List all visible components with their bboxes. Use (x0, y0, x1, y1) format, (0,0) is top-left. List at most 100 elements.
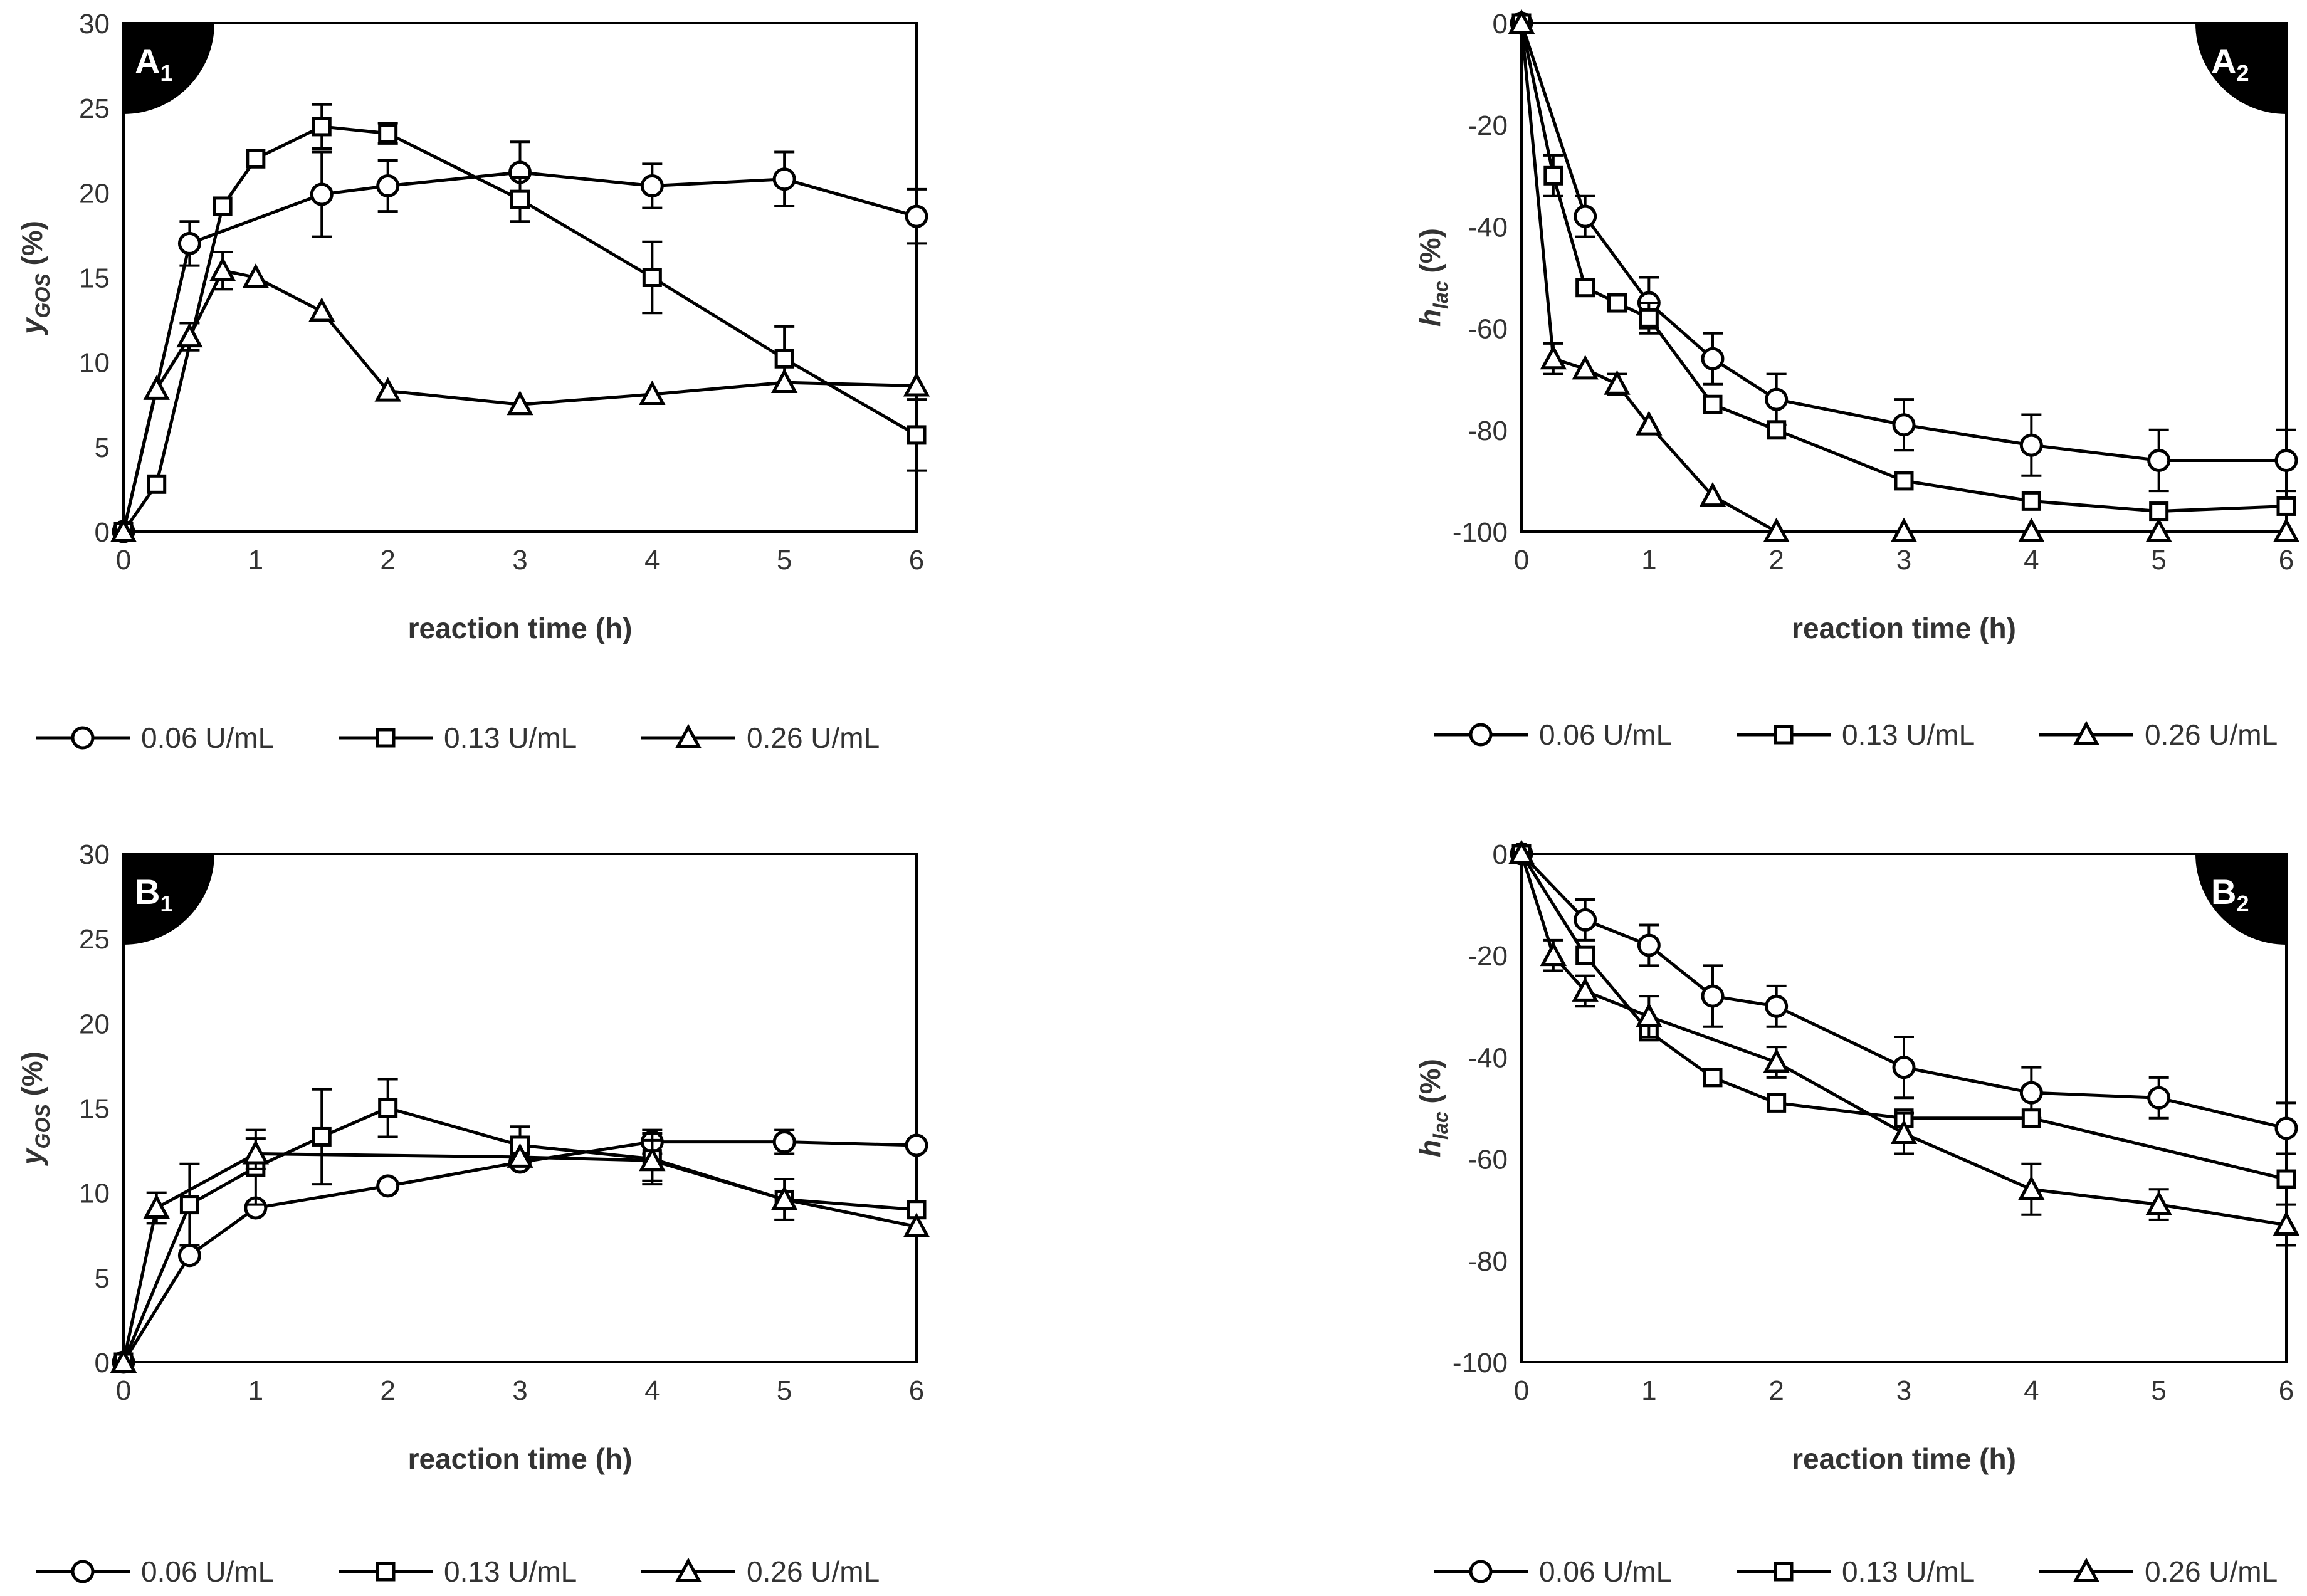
x-tick-label: 4 (644, 1375, 660, 1406)
data-point (1892, 1056, 1916, 1079)
panel-label: A2 (2211, 41, 2249, 86)
data-point (905, 204, 928, 228)
data-point (374, 377, 401, 402)
y-tick-label: 30 (79, 839, 110, 870)
y-axis-title-main: h (1414, 309, 1446, 327)
data-point (176, 322, 203, 348)
data-point (1701, 984, 1725, 1008)
series-line (122, 1140, 917, 1363)
legend-label: 0.13 U/mL (1842, 718, 1975, 751)
legend-marker (1469, 723, 1493, 747)
panel-label-sub: 1 (160, 891, 172, 916)
series-triangle (1508, 9, 2300, 542)
data-point (2273, 517, 2300, 542)
data-point (147, 474, 167, 494)
legend-label: 0.26 U/mL (747, 722, 880, 754)
data-point (308, 297, 335, 322)
legend-label: 0.26 U/mL (2145, 1555, 2278, 1588)
x-tick-label: 2 (380, 1375, 395, 1406)
y-tick-label: -20 (1468, 941, 1508, 972)
data-point (1701, 347, 1725, 370)
data-point (2145, 517, 2172, 542)
data-point (1607, 293, 1627, 313)
x-tick-label: 3 (1896, 1375, 1911, 1406)
panel-label-sub: 2 (2236, 60, 2249, 86)
legend-marker (2073, 1557, 2100, 1582)
y-tick-label: 25 (79, 924, 110, 955)
y-axis-title-main: h (1414, 1140, 1446, 1157)
data-point (376, 174, 400, 198)
data-point (770, 368, 798, 394)
y-tick-label: 15 (79, 1094, 110, 1125)
data-point (507, 1143, 533, 1168)
x-tick-label: 5 (777, 545, 792, 575)
data-point (242, 1140, 270, 1165)
legend-marker (1469, 1560, 1493, 1583)
panel-badge (123, 854, 214, 945)
data-point (110, 1348, 137, 1373)
data-point (1508, 9, 1535, 34)
x-axis-title: reaction time (h) (1792, 612, 2016, 644)
y-axis-title-unit: (%) (1414, 228, 1446, 281)
legend-marker (1774, 1562, 1794, 1582)
x-tick-label: 1 (248, 545, 263, 575)
panel-label-letter: A (2211, 41, 2236, 81)
data-point (1574, 204, 1597, 228)
legend: 0.06 U/mL 0.13 U/mL 0.26 U/mL (36, 1555, 880, 1588)
data-point (2019, 433, 2043, 457)
data-point (774, 349, 794, 369)
data-point (1540, 345, 1567, 370)
x-tick-label: 5 (2151, 1375, 2166, 1406)
series-circle (1510, 842, 2298, 1155)
data-point (1892, 413, 1916, 437)
x-tick-label: 3 (512, 1375, 527, 1406)
y-tick-label: -20 (1468, 110, 1508, 141)
data-point (312, 117, 332, 137)
data-point (770, 1185, 798, 1210)
data-point (1574, 908, 1597, 932)
y-axis-title: hlac (%) (1414, 1059, 1452, 1157)
data-point (2149, 501, 2169, 522)
data-point (903, 372, 930, 397)
data-point (1543, 165, 1563, 186)
x-tick-label: 6 (909, 545, 924, 575)
data-point (143, 375, 170, 400)
data-point (639, 380, 666, 405)
y-axis-title: yGOS (%) (16, 1051, 54, 1166)
data-point (907, 425, 927, 445)
y-axis-title-unit: (%) (1414, 1059, 1446, 1111)
data-point (1890, 1119, 1918, 1144)
panel-label-letter: B (135, 872, 160, 911)
data-point (772, 1130, 796, 1154)
series-line (122, 171, 917, 532)
x-tick-label: 3 (1896, 545, 1911, 575)
data-point (2147, 1086, 2171, 1110)
data-point (2274, 1116, 2298, 1140)
y-tick-label: -40 (1468, 1042, 1508, 1073)
panel-label: B2 (2211, 872, 2249, 916)
data-point (177, 231, 201, 255)
y-tick-label: 0 (95, 517, 110, 548)
panel-badge (2195, 23, 2286, 114)
data-point (1765, 994, 1789, 1018)
data-point (1636, 411, 1663, 436)
data-point (1604, 370, 1631, 395)
y-tick-label: -80 (1468, 1246, 1508, 1277)
data-point (213, 196, 233, 216)
legend-marker (675, 723, 702, 748)
legend-label: 0.13 U/mL (1842, 1555, 1975, 1588)
panel-badge (123, 23, 214, 114)
y-tick-label: -100 (1453, 517, 1508, 548)
y-axis-title-unit: (%) (16, 1051, 48, 1104)
panel-label-letter: A (135, 41, 160, 81)
x-tick-label: 0 (116, 1375, 131, 1406)
plot-frame (122, 22, 918, 533)
data-point (510, 189, 530, 209)
x-tick-label: 5 (2151, 545, 2166, 575)
data-point (2019, 1081, 2043, 1105)
y-tick-label: 15 (79, 263, 110, 294)
plot-frame (122, 853, 918, 1363)
series-triangle (110, 250, 930, 542)
data-point (2276, 496, 2296, 516)
